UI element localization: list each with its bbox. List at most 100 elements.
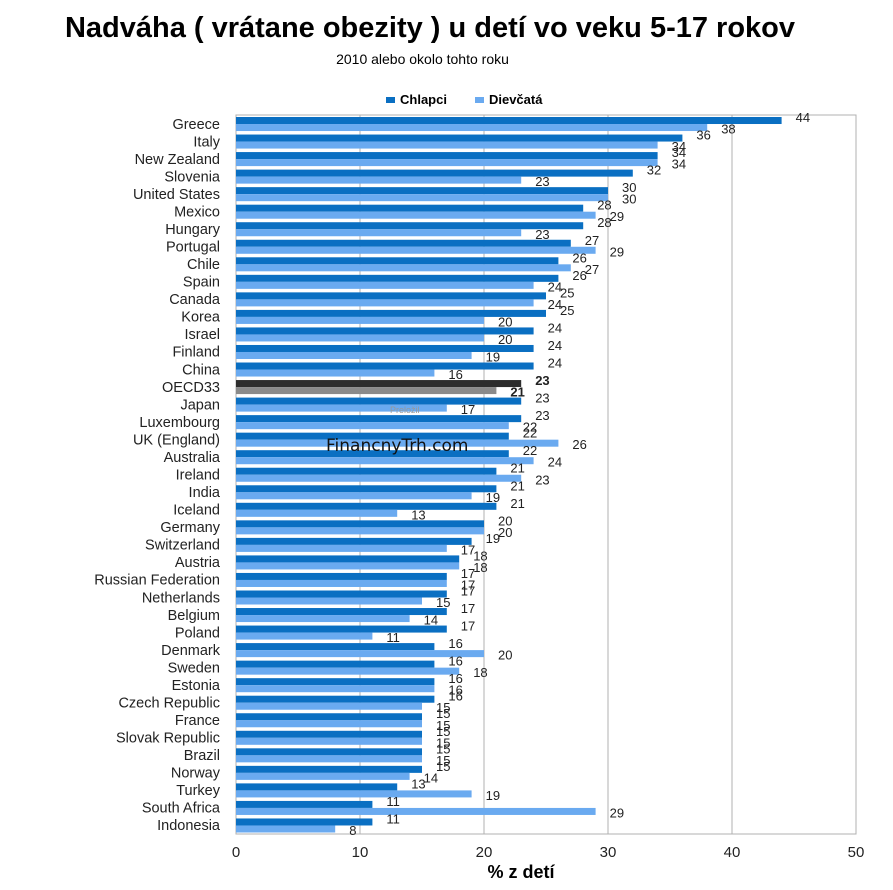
value-label-boys: 24 (548, 320, 562, 335)
x-axis-label: % z detí (487, 862, 555, 882)
category-label: OECD33 (162, 380, 220, 396)
value-label-boys: 17 (461, 601, 475, 616)
x-tick-label: 50 (848, 844, 865, 861)
bar-boys (236, 397, 522, 405)
bar-girls (236, 194, 608, 202)
bar-boys (236, 327, 534, 335)
bar-girls (236, 667, 460, 675)
bar-girls (236, 264, 571, 272)
x-tick-label: 30 (600, 844, 617, 861)
category-label: Canada (169, 292, 221, 308)
bar-boys (236, 800, 373, 808)
value-label-boys: 15 (436, 724, 450, 739)
bar-girls (236, 807, 596, 815)
category-label: Italy (193, 134, 220, 150)
value-label-boys: 23 (535, 391, 549, 406)
category-label: Finland (172, 345, 220, 361)
bar-girls (236, 772, 410, 780)
category-label: Australia (164, 450, 221, 466)
bar-boys (236, 713, 422, 721)
category-label: Belgium (168, 608, 220, 624)
category-label: Portugal (166, 240, 220, 256)
category-label: Norway (171, 766, 221, 782)
value-label-girls: 14 (424, 770, 438, 785)
x-tick-label: 20 (476, 844, 493, 861)
value-label-girls: 17 (461, 402, 475, 417)
bar-boys (236, 204, 584, 212)
value-label-girls: 38 (721, 122, 735, 137)
value-label-girls: 16 (448, 683, 462, 698)
bar-girls (236, 334, 484, 342)
value-label-boys: 21 (510, 461, 524, 476)
bar-boys (236, 485, 497, 493)
legend-label-boys: Chlapci (400, 92, 447, 107)
bar-boys (236, 450, 509, 458)
category-label: UK (England) (133, 432, 220, 448)
bar-girls (236, 492, 472, 500)
category-label: Mexico (174, 204, 220, 220)
bar-boys (236, 222, 584, 230)
value-label-girls: 24 (548, 297, 562, 312)
bar-girls (236, 544, 447, 552)
category-label: Netherlands (142, 590, 220, 606)
bar-boys (236, 134, 683, 142)
value-label-girls: 26 (572, 437, 586, 452)
value-label-girls: 29 (610, 805, 624, 820)
value-label-girls: 23 (535, 472, 549, 487)
category-label: Austria (175, 555, 221, 571)
value-label-boys: 32 (647, 163, 661, 178)
category-label: Hungary (165, 222, 221, 238)
value-label-girls: 23 (535, 174, 549, 189)
value-label-boys: 20 (498, 513, 512, 528)
category-label: United States (133, 187, 220, 203)
value-label-boys: 23 (535, 373, 549, 388)
bar-boys (236, 257, 559, 265)
value-label-girls: 29 (610, 209, 624, 224)
bar-girls (236, 737, 422, 745)
value-label-girls: 20 (498, 314, 512, 329)
bar-boys (236, 432, 509, 440)
watermark-text: FinancnyTrh.com (326, 436, 469, 456)
bar-boys (236, 695, 435, 703)
value-label-girls: 21 (510, 385, 524, 400)
bar-boys (236, 818, 373, 826)
category-label: Korea (181, 310, 221, 326)
category-label: Slovenia (164, 169, 221, 185)
value-label-boys: 36 (696, 128, 710, 143)
value-label-girls: 34 (672, 139, 686, 154)
value-label-boys: 11 (386, 794, 400, 809)
value-label-boys: 13 (411, 776, 425, 791)
bar-girls (236, 579, 447, 587)
value-label-girls: 29 (610, 244, 624, 259)
legend-entry-girls: Dievčatá (474, 92, 542, 107)
value-label-boys: 23 (535, 408, 549, 423)
value-label-boys: 16 (448, 636, 462, 651)
bar-boys (236, 274, 559, 282)
value-label-girls: 20 (498, 525, 512, 540)
value-label-boys: 16 (448, 689, 462, 704)
value-label-boys: 19 (486, 531, 500, 546)
value-label-girls: 22 (523, 420, 537, 435)
value-label-boys: 34 (672, 145, 686, 160)
value-label-boys: 17 (461, 619, 475, 634)
value-label-boys: 16 (448, 654, 462, 669)
bar-boys (236, 730, 422, 738)
value-label-boys: 15 (436, 741, 450, 756)
value-label-girls: 15 (436, 595, 450, 610)
category-label: China (182, 362, 221, 378)
value-label-girls: 14 (424, 613, 438, 628)
value-label-girls: 13 (411, 507, 425, 522)
bar-girls (236, 369, 435, 377)
bar-girls (236, 176, 522, 184)
value-label-boys: 28 (597, 198, 611, 213)
bar-boys (236, 292, 546, 300)
bar-boys (236, 362, 534, 370)
value-label-girls: 11 (386, 630, 400, 645)
value-label-girls: 15 (436, 718, 450, 733)
value-label-girls: 30 (622, 192, 636, 207)
watermark-small-text: Preložil (390, 405, 420, 415)
bar-girls (236, 124, 708, 132)
value-label-boys: 21 (510, 496, 524, 511)
bar-boys (236, 590, 447, 598)
value-label-girls: 19 (486, 350, 500, 365)
